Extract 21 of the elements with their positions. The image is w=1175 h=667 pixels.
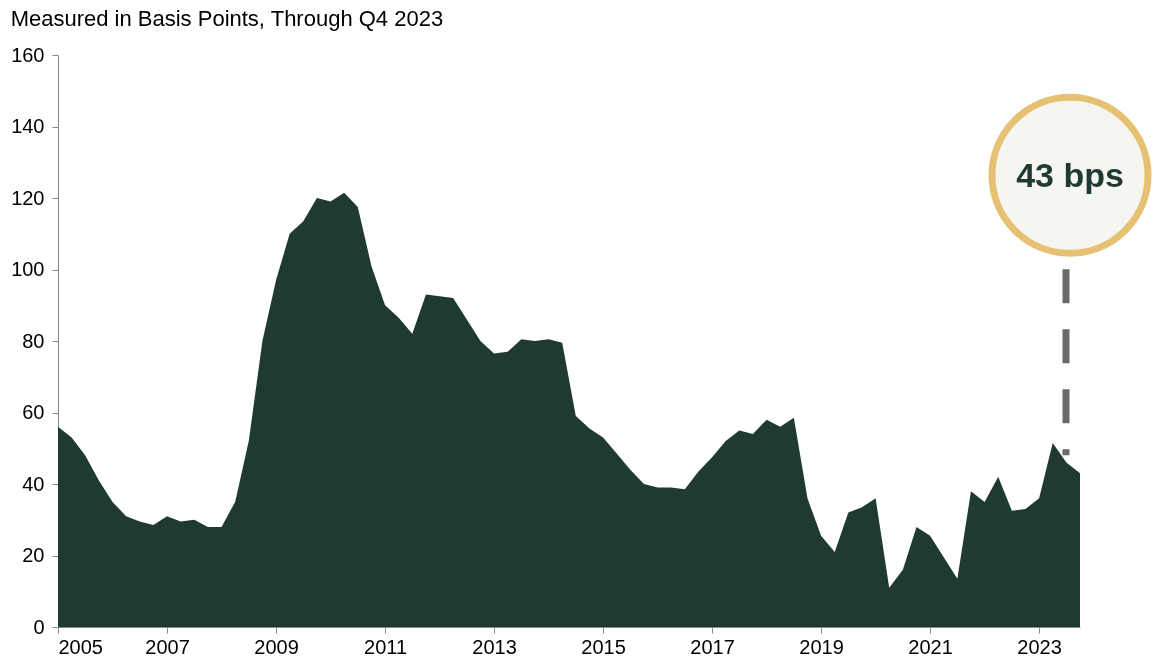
x-tick-label: 2007 <box>145 635 190 658</box>
chart-title: Measured in Basis Points, Through Q4 2023 <box>10 6 444 31</box>
y-tick-label: 0 <box>33 615 45 638</box>
x-tick-label: 2017 <box>690 635 735 658</box>
x-tick-label: 2013 <box>472 635 517 658</box>
annotation: 43 bps <box>1016 155 1124 195</box>
y-tick-label: 120 <box>11 186 45 209</box>
x-tick-label: 2023 <box>1017 635 1062 658</box>
y-tick-label: 40 <box>22 472 45 495</box>
y-tick-label: 80 <box>22 329 45 352</box>
y-tick-label: 140 <box>11 115 45 137</box>
y-tick-label: 160 <box>11 43 45 66</box>
y-tick-label: 100 <box>11 258 45 280</box>
x-tick-label: 2015 <box>581 635 626 658</box>
x-tick-label: 2021 <box>908 635 953 658</box>
x-tick-label: 2009 <box>254 635 299 658</box>
y-tick-label: 60 <box>22 401 45 423</box>
x-tick-label: 2011 <box>364 635 408 658</box>
y-tick-label: 20 <box>22 544 45 566</box>
x-tick-label: 2005 <box>58 635 103 658</box>
x-tick-label: 2019 <box>799 635 844 658</box>
